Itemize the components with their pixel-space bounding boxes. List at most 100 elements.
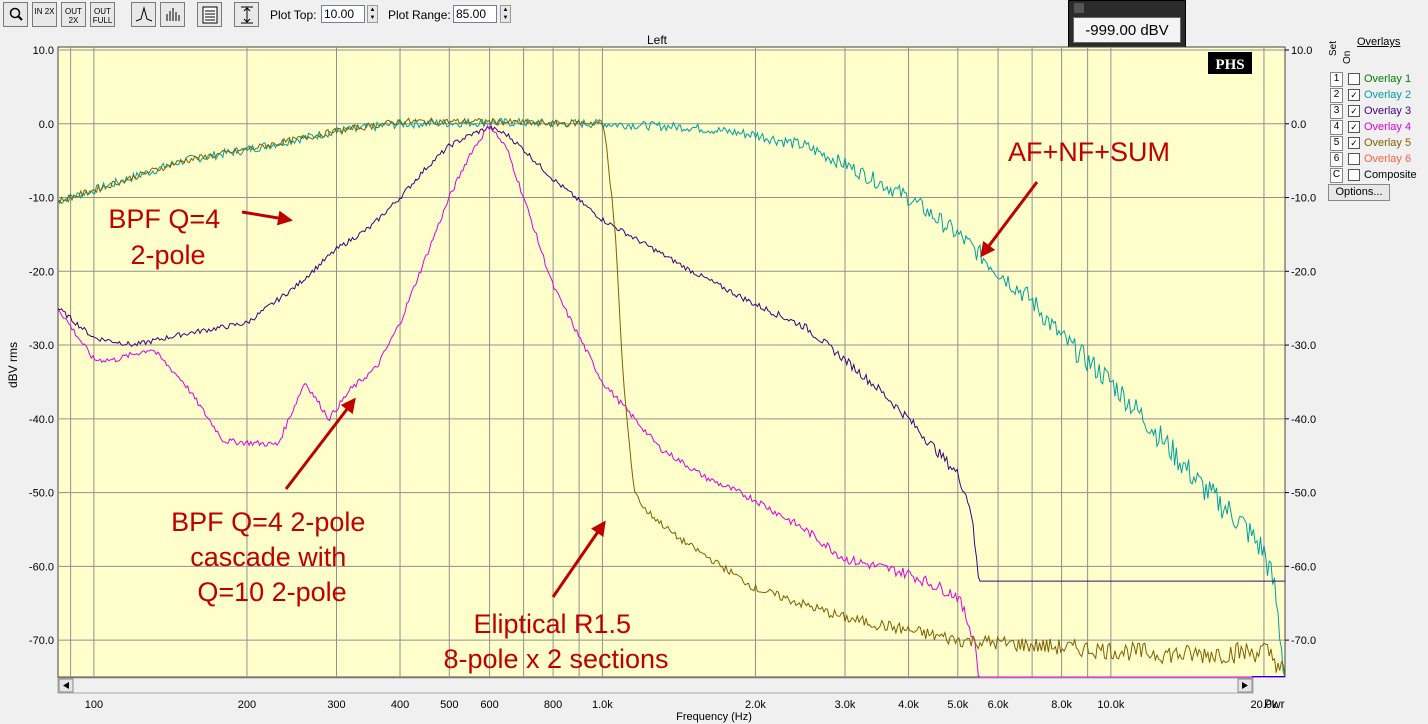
phs-badge-text: PHS bbox=[1215, 57, 1244, 73]
y-axis-label: dBV rms bbox=[6, 342, 20, 388]
y-tick-label: -70.0 bbox=[29, 635, 54, 647]
arrow-bpf-q4 bbox=[241, 210, 293, 226]
arrow-bpf-cascade bbox=[284, 397, 356, 490]
overlay-row-3: 3 ✓ Overlay 3 bbox=[1326, 104, 1428, 120]
annotation-af-nf-sum: AF+NF+SUM bbox=[1008, 137, 1170, 167]
set-column-label: Set bbox=[1328, 40, 1339, 56]
report-button[interactable] bbox=[197, 2, 222, 27]
series-layer bbox=[57, 117, 1286, 678]
annotations: AF+NF+SUM BPF Q=4 2-pole BPF Q=4 2-pole … bbox=[108, 137, 1170, 674]
y-tick-label: -30.0 bbox=[29, 340, 54, 352]
overlay-label: Overlay 6 bbox=[1364, 153, 1412, 165]
overlay-set-button-2[interactable]: 2 bbox=[1330, 88, 1343, 103]
y-tick-label: -50.0 bbox=[29, 488, 54, 500]
y-tick-label: 0.0 bbox=[39, 119, 54, 131]
scroll-right-icon bbox=[1242, 682, 1248, 689]
x-tick-label: 3.0k bbox=[835, 699, 856, 711]
on-column-label: On bbox=[1342, 50, 1353, 64]
overlay-row-5: 5 ✓ Overlay 5 bbox=[1326, 136, 1428, 152]
x-tick-label: 20.0k bbox=[1250, 699, 1277, 711]
overlay-set-button-5[interactable]: 5 bbox=[1330, 136, 1343, 151]
y-tick-label-right: 0.0 bbox=[1291, 119, 1306, 131]
report-icon bbox=[202, 6, 217, 24]
x-tick-label: 10.0k bbox=[1097, 699, 1124, 711]
x-tick-label: 500 bbox=[440, 699, 458, 711]
zoom-in-2x-button[interactable]: IN 2X bbox=[32, 2, 57, 27]
y-tick-labels-right: 10.0 0.0 -10.0 -20.0 -30.0 -40.0 -50.0 -60.0 -70… bbox=[1285, 45, 1316, 647]
x-tick-label: 8.0k bbox=[1051, 699, 1072, 711]
overlay-checkbox-5[interactable]: ✓ bbox=[1348, 137, 1360, 149]
overlay-set-button-3[interactable]: 3 bbox=[1330, 104, 1343, 119]
series-line-1 bbox=[57, 117, 1286, 678]
series-line-2 bbox=[57, 124, 1285, 582]
x-tick-label: 300 bbox=[327, 699, 345, 711]
plot-top-spinner[interactable]: ▲ ▼ bbox=[367, 5, 378, 23]
y-tick-label: -20.0 bbox=[29, 266, 54, 278]
meter-icon bbox=[1074, 3, 1084, 13]
overlay-set-button-6[interactable]: 6 bbox=[1330, 152, 1343, 167]
y-tick-label-right: -50.0 bbox=[1291, 488, 1316, 500]
up-arrow-icon[interactable]: ▲ bbox=[502, 7, 509, 13]
plot-top-label: Plot Top: bbox=[270, 8, 317, 22]
overlays-header: Overlays bbox=[1357, 36, 1401, 48]
overlay-label: Overlay 4 bbox=[1364, 121, 1412, 133]
y-tick-label: -40.0 bbox=[29, 414, 54, 426]
autoscale-button[interactable] bbox=[234, 2, 259, 27]
series-line-4 bbox=[57, 117, 1286, 677]
overlay-set-button-C[interactable]: C bbox=[1330, 168, 1343, 183]
horizontal-scrollbar[interactable] bbox=[57, 677, 1254, 694]
bars-button[interactable] bbox=[160, 2, 185, 27]
zoom-out-2x-button[interactable]: OUT 2X bbox=[61, 2, 86, 27]
down-arrow-icon[interactable]: ▼ bbox=[369, 15, 376, 21]
down-arrow-icon[interactable]: ▼ bbox=[502, 15, 509, 21]
overlay-set-button-4[interactable]: 4 bbox=[1330, 120, 1343, 135]
overlay-label: Overlay 2 bbox=[1364, 89, 1412, 101]
options-button[interactable]: Options... bbox=[1328, 184, 1390, 201]
overlay-checkbox-C[interactable] bbox=[1348, 169, 1360, 181]
x-axis-label: Frequency (Hz) bbox=[676, 711, 752, 723]
grid bbox=[58, 47, 1285, 677]
overlays-panel: Overlays Set On 1 Overlay 1 2 ✓ Overlay 2 3 ✓ O… bbox=[1326, 34, 1428, 214]
x-tick-label: 1.0k bbox=[592, 699, 613, 711]
zoom-button[interactable] bbox=[3, 2, 28, 27]
y-tick-label-right: -40.0 bbox=[1291, 414, 1316, 426]
y-tick-label-right: 10.0 bbox=[1291, 45, 1312, 57]
scroll-left-icon bbox=[63, 682, 69, 689]
overlay-row-1: 1 Overlay 1 bbox=[1326, 72, 1428, 88]
plot-top-input[interactable]: 10.00 bbox=[321, 5, 365, 23]
overlay-set-button-1[interactable]: 1 bbox=[1330, 72, 1343, 87]
plot-range-spinner[interactable]: ▲ ▼ bbox=[500, 5, 511, 23]
overlay-checkbox-6[interactable] bbox=[1348, 153, 1360, 165]
series-line-3 bbox=[57, 124, 1285, 678]
overlay-label: Overlay 3 bbox=[1364, 105, 1412, 117]
zoom-in-icon: IN 2X bbox=[34, 7, 55, 16]
bars-icon bbox=[166, 8, 179, 21]
zoom-full-icon: OUT FULL bbox=[92, 7, 113, 25]
arrow-eliptical bbox=[551, 520, 606, 598]
peak-icon bbox=[135, 6, 152, 22]
overlay-checkbox-4[interactable]: ✓ bbox=[1348, 121, 1360, 133]
x-tick-label: 4.0k bbox=[898, 699, 919, 711]
y-tick-label-right: -10.0 bbox=[1291, 193, 1316, 205]
peak-button[interactable] bbox=[131, 2, 156, 27]
plot-range-input[interactable]: 85.00 bbox=[453, 5, 497, 23]
y-tick-label-right: -30.0 bbox=[1291, 340, 1316, 352]
overlay-checkbox-2[interactable]: ✓ bbox=[1348, 89, 1360, 101]
plot-range-label: Plot Range: bbox=[388, 8, 451, 22]
y-tick-label-right: -20.0 bbox=[1291, 266, 1316, 278]
overlay-checkbox-3[interactable]: ✓ bbox=[1348, 105, 1360, 117]
chart: Left 10.0 0.0 -10.0 -20.0 -30.0 -40.0 -50.0 -60… bbox=[6, 33, 1316, 723]
zoom-out-full-button[interactable]: OUT FULL bbox=[90, 2, 115, 27]
overlay-label: Overlay 5 bbox=[1364, 137, 1412, 149]
overlay-label: Overlay 1 bbox=[1364, 73, 1412, 85]
up-arrow-icon[interactable]: ▲ bbox=[369, 7, 376, 13]
overlay-checkbox-1[interactable] bbox=[1348, 73, 1360, 85]
y-tick-labels-left: 10.0 0.0 -10.0 -20.0 -30.0 -40.0 -50.0 -60.0 -70… bbox=[29, 45, 54, 647]
y-tick-label: 10.0 bbox=[33, 45, 54, 57]
overlay-row-C: C Composite bbox=[1326, 168, 1428, 184]
y-tick-label: -10.0 bbox=[29, 193, 54, 205]
y-tick-label-right: -70.0 bbox=[1291, 635, 1316, 647]
overlay-row-2: 2 ✓ Overlay 2 bbox=[1326, 88, 1428, 104]
y-tick-label-right: -60.0 bbox=[1291, 561, 1316, 573]
magnifier-icon bbox=[9, 7, 23, 21]
